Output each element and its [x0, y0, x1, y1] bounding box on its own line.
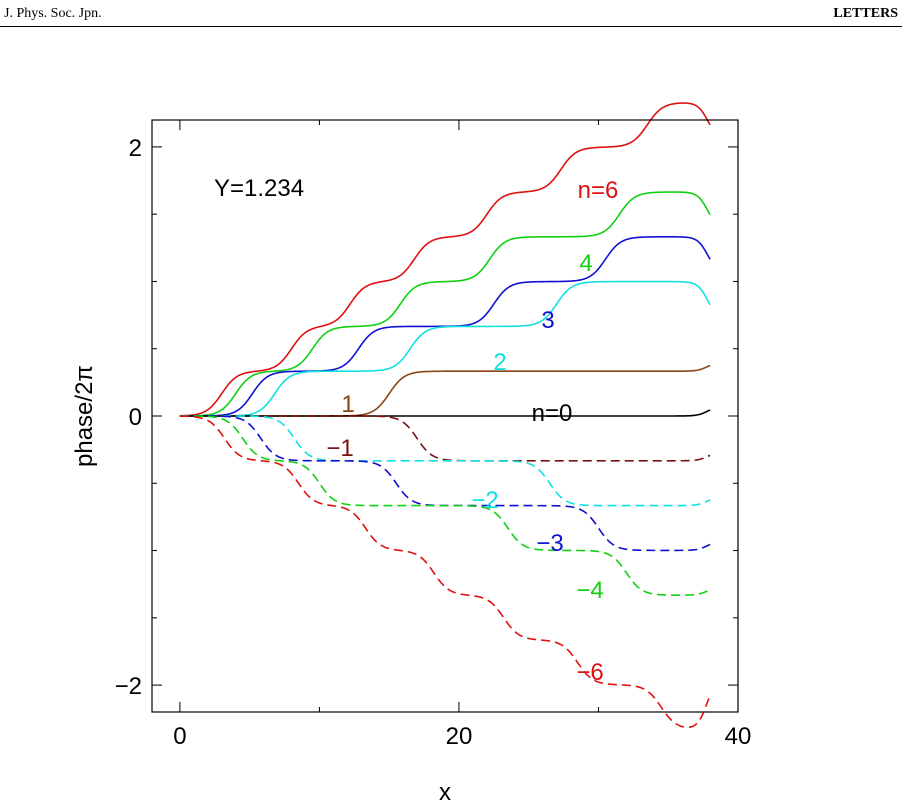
labels-group: 0 20 40 −2 0 2 x phase/2π Y=1.234 n=6 4 3 2 1 n=0 −1 −2 −… [71, 135, 751, 805]
series-label-4: 1 [341, 391, 354, 418]
curves-group [179, 102, 711, 729]
y-axis-label: phase/2π [71, 365, 98, 467]
series-label-1: 4 [579, 250, 592, 277]
series-line-6 [179, 415, 711, 462]
parameter-annotation: Y=1.234 [214, 175, 304, 202]
series-line-0 [179, 102, 711, 417]
y-tick-label: 2 [129, 135, 142, 162]
x-axis-label: x [439, 779, 451, 805]
x-tick-label: 0 [173, 723, 186, 750]
header-rule [0, 26, 902, 27]
series-label-8: −3 [536, 530, 563, 557]
series-label-10: −6 [576, 659, 603, 686]
section-header: LETTERS [833, 6, 898, 21]
series-line-9 [179, 415, 711, 596]
x-tick-label: 20 [446, 723, 473, 750]
plot-frame [151, 119, 739, 713]
y-tick-label: −2 [115, 673, 142, 700]
series-label-5: n=0 [532, 400, 573, 427]
series-line-8 [179, 415, 711, 552]
series-label-0: n=6 [578, 177, 619, 204]
y-tick-label: 0 [129, 404, 142, 431]
series-line-1 [179, 191, 711, 417]
series-line-3 [179, 280, 711, 417]
x-tick-label: 40 [725, 723, 752, 750]
series-label-3: 2 [493, 349, 506, 376]
series-label-9: −4 [576, 577, 603, 604]
series-line-7 [179, 415, 711, 507]
series-label-2: 3 [541, 307, 554, 334]
series-label-7: −2 [471, 487, 498, 514]
journal-header: J. Phys. Soc. Jpn. [4, 6, 102, 21]
series-label-6: −1 [326, 435, 353, 462]
series-line-10 [179, 415, 711, 729]
